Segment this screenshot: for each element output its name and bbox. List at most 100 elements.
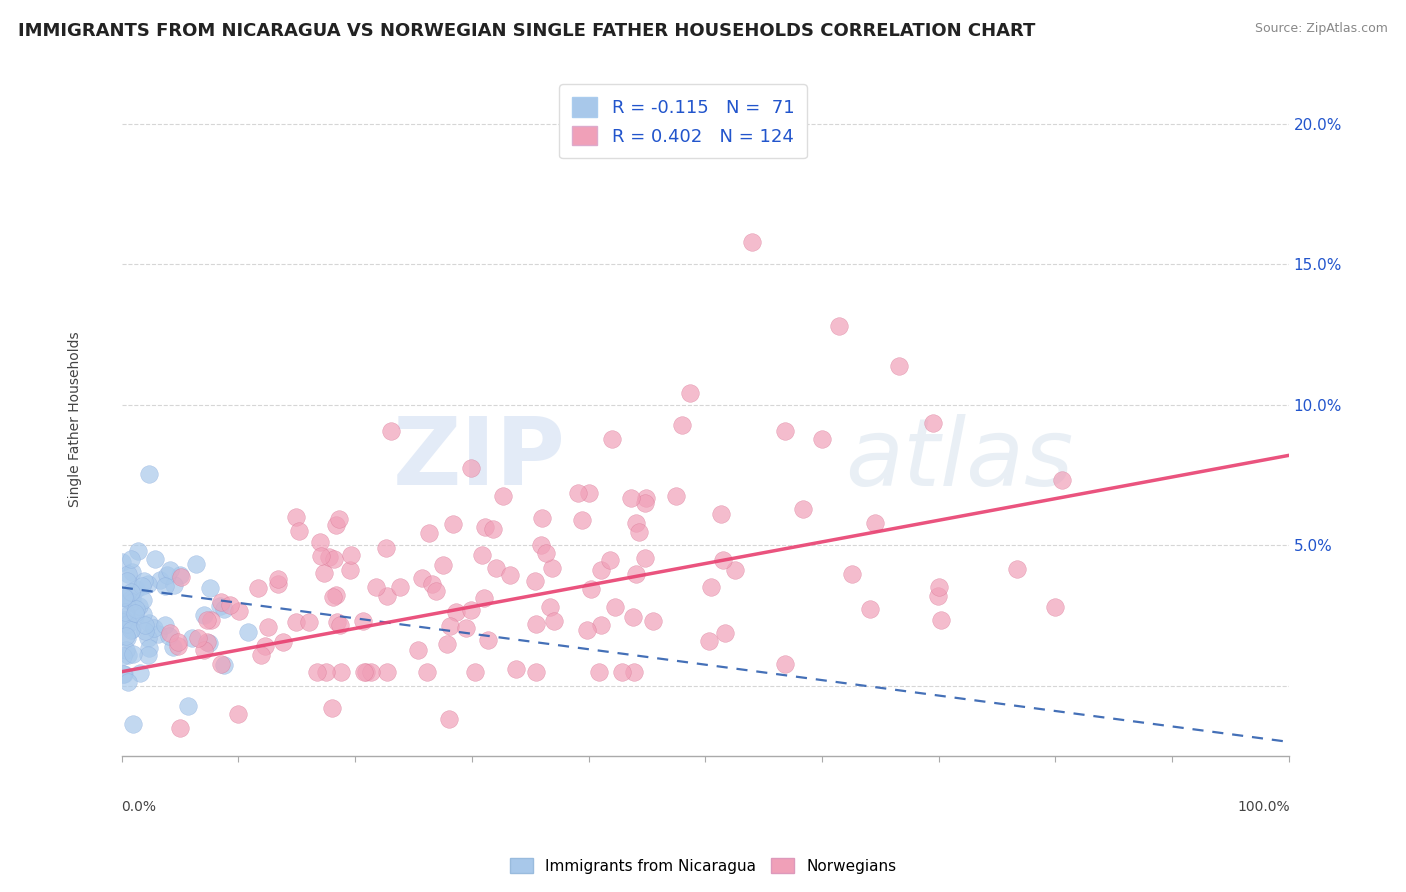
Point: [309, 549, 332, 563]
Point: [285, 510, 308, 524]
Point: [460, 461, 482, 475]
Point: [482, 522, 505, 536]
Point: [186, 558, 208, 572]
Point: [209, 595, 232, 609]
Point: [176, 699, 198, 714]
Point: [112, 590, 135, 604]
Point: [425, 584, 447, 599]
Point: [420, 577, 443, 591]
Point: [138, 615, 160, 630]
Point: [530, 510, 553, 524]
Point: [149, 573, 172, 587]
Point: [121, 622, 143, 636]
Point: [927, 589, 949, 603]
Point: [198, 581, 221, 595]
Point: [134, 618, 156, 632]
Point: [115, 631, 138, 645]
Point: [124, 608, 146, 623]
Point: [219, 598, 242, 612]
Point: [543, 615, 565, 629]
Legend: Immigrants from Nicaragua, Norwegians: Immigrants from Nicaragua, Norwegians: [503, 852, 903, 880]
Point: [121, 716, 143, 731]
Point: [352, 615, 374, 629]
Point: [492, 489, 515, 503]
Point: [415, 665, 437, 679]
Point: [524, 665, 547, 679]
Point: [132, 574, 155, 589]
Point: [328, 512, 350, 526]
Point: [212, 658, 235, 673]
Point: [114, 591, 136, 606]
Point: [922, 416, 945, 430]
Point: [456, 621, 478, 635]
Point: [169, 567, 191, 582]
Point: [124, 582, 146, 596]
Point: [339, 548, 361, 562]
Point: [605, 600, 627, 615]
Point: [195, 635, 218, 649]
Point: [212, 601, 235, 615]
Text: IMMIGRANTS FROM NICARAGUA VS NORWEGIAN SINGLE FATHER HOUSEHOLDS CORRELATION CHAR: IMMIGRANTS FROM NICARAGUA VS NORWEGIAN S…: [18, 22, 1036, 40]
Point: [634, 550, 657, 565]
Point: [325, 518, 347, 533]
Point: [713, 553, 735, 567]
Point: [120, 552, 142, 566]
Point: [112, 613, 135, 627]
Point: [576, 623, 599, 637]
Point: [375, 589, 398, 603]
Point: [624, 567, 647, 582]
Point: [138, 576, 160, 591]
Point: [375, 541, 398, 555]
Point: [145, 552, 167, 566]
Point: [315, 665, 337, 679]
Point: [138, 641, 160, 656]
Text: atlas: atlas: [845, 414, 1073, 505]
Point: [167, 639, 190, 653]
Point: [471, 548, 494, 562]
Point: [159, 563, 181, 577]
Point: [197, 613, 219, 627]
Point: [723, 563, 745, 577]
Point: [671, 417, 693, 432]
Point: [710, 507, 733, 521]
Point: [464, 665, 486, 679]
Point: [112, 648, 135, 663]
Point: [111, 615, 134, 629]
Point: [114, 605, 136, 619]
Point: [318, 549, 340, 564]
Point: [288, 524, 311, 538]
Point: [578, 485, 600, 500]
Point: [238, 625, 260, 640]
Point: [859, 602, 882, 616]
Text: Single Father Households: Single Father Households: [67, 331, 82, 507]
Point: [474, 520, 496, 534]
Point: [773, 657, 796, 671]
Point: [444, 605, 467, 619]
Point: [477, 632, 499, 647]
Point: [121, 591, 143, 606]
Point: [863, 516, 886, 530]
Point: [200, 613, 222, 627]
Point: [134, 624, 156, 639]
Point: [115, 643, 138, 657]
Point: [567, 486, 589, 500]
Point: [117, 675, 139, 690]
Point: [354, 665, 377, 679]
Point: [329, 617, 352, 632]
Point: [138, 467, 160, 482]
Point: [377, 665, 399, 679]
Point: [136, 631, 159, 645]
Point: [439, 618, 461, 632]
Point: [163, 577, 186, 591]
Point: [321, 701, 343, 715]
Point: [312, 566, 335, 580]
Point: [305, 665, 328, 679]
Point: [665, 489, 688, 503]
Point: [132, 593, 155, 607]
Point: [256, 620, 278, 634]
Point: [534, 546, 557, 560]
Point: [325, 588, 347, 602]
Point: [253, 639, 276, 653]
Point: [828, 319, 851, 334]
Point: [298, 615, 321, 629]
